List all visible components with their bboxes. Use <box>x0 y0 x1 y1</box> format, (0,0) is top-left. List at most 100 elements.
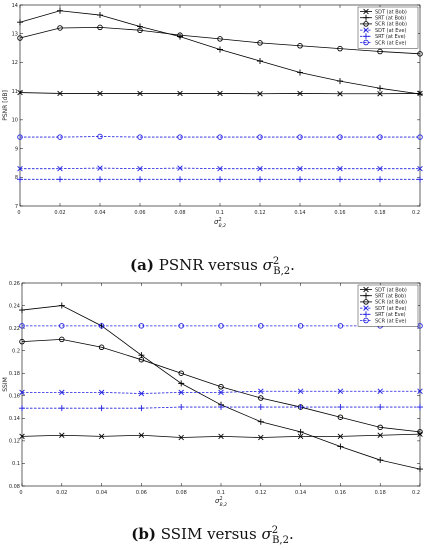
chart2-series-2-point <box>58 302 65 309</box>
chart1-series-2-point <box>417 91 423 98</box>
chart1-series-6-point <box>57 134 63 140</box>
caption-a: (a) PSNR versus σ2B,2. <box>0 256 425 277</box>
chart1-series-6-point <box>257 134 263 140</box>
chart2-series-4-point <box>258 388 264 394</box>
chart2-series-1-point <box>337 433 344 440</box>
caption-b-sym: σ <box>261 525 272 543</box>
chart1-legend-label: SRT (at Bob) <box>375 16 406 22</box>
chart2-xlabel-sym: σ <box>215 497 220 505</box>
chart1-series-4-point <box>217 165 223 172</box>
chart1-xlabel-sub: B,2 <box>219 223 227 229</box>
chart2-series-5-point <box>138 405 145 412</box>
caption-b-sup: 2 <box>271 525 279 536</box>
chart1-series-1-point <box>217 90 223 97</box>
chart1-series-5-point <box>257 176 263 183</box>
chart1-series-4-point <box>137 165 143 172</box>
chart2-ylabel: SSIM <box>2 377 9 392</box>
chart2-series-4-line <box>22 390 420 394</box>
chart2-series-2-point <box>337 443 344 450</box>
chart1-legend-label: SCR (at Bob) <box>375 22 407 28</box>
chart1-series-3-point <box>377 48 383 55</box>
chart1-ytick-label: 11 <box>12 89 18 95</box>
chart2-series-4-point <box>178 389 184 396</box>
caption-a-sup: 2 <box>272 256 280 267</box>
chart1-series-2 <box>17 7 423 98</box>
chart2-series-5-point <box>257 404 264 411</box>
chart1-series-1-point <box>57 90 63 97</box>
chart2-ytick-label: 0.12 <box>9 439 20 445</box>
chart2-series-5-point <box>297 404 304 411</box>
chart1-legend-label: SDT (at Bob) <box>375 9 407 15</box>
chart2-series-1-point <box>377 432 383 438</box>
chart1-series-3-point <box>257 40 263 46</box>
chart2-series-6-point <box>218 323 224 329</box>
chart2-series-5 <box>19 404 423 412</box>
chart2-legend-label: SCR (at Bob) <box>375 300 407 306</box>
chart2-series-6-point <box>138 323 145 329</box>
chart2-xtick-label: 0.08 <box>176 490 187 496</box>
chart2-series-3-point <box>417 429 423 435</box>
chart1-xlabel-sup: 2 <box>218 217 221 223</box>
chart1-legend-marker <box>363 21 369 27</box>
chart1-legend-label: SCR (at Eve) <box>375 40 406 46</box>
chart2-ytick-label: 0.1 <box>12 461 20 467</box>
chart1-series-4-point <box>377 165 383 172</box>
chart1-series-6-point <box>97 133 103 140</box>
chart2-series-5-point <box>178 404 185 411</box>
chart2-series-5-point <box>417 404 423 411</box>
chart1-xtick-label: 0.14 <box>294 210 305 216</box>
chart2-ytick-label: 0.14 <box>9 416 20 422</box>
chart2: 0 0.02 0.04 0.06 0.08 0.1 0.12 0.14 0.16 0.18 0.20… <box>2 281 423 508</box>
chart2-series-3-point <box>98 344 105 351</box>
chart1-series-6-point <box>377 134 383 140</box>
chart2-series-4-point <box>337 388 344 394</box>
chart2-series-4-point <box>377 388 383 394</box>
chart1-xtick-label: 0.08 <box>174 210 185 216</box>
chart2-legend-label: SDT (at Bob) <box>375 287 407 293</box>
chart2-series-3-line <box>21 338 421 433</box>
chart1-series-4-point <box>337 165 343 172</box>
chart2-xtick-label: 0 <box>19 490 22 496</box>
chart1-series-1 <box>17 89 423 97</box>
chart1-series-4-point <box>57 165 63 172</box>
chart1-series-3 <box>17 24 423 57</box>
chart2-xtick-label: 0.14 <box>295 490 306 496</box>
chart1-series-3-point <box>57 25 63 31</box>
chart1-series-6-line <box>20 136 420 138</box>
chart1-ytick-label: 13 <box>12 32 18 38</box>
chart1-series-2-point <box>217 46 223 53</box>
chart1-xtick-label: 0.16 <box>334 210 345 216</box>
chart1-xtick-label: 0.12 <box>254 210 265 216</box>
chart1-series-1-point <box>97 90 103 97</box>
chart2-series-2-point <box>178 380 185 387</box>
chart1-legend-marker <box>363 27 369 33</box>
chart2-series-1-point <box>178 434 184 441</box>
chart1-series-5-point <box>137 176 143 183</box>
caption-b-tag: (b) <box>131 525 156 543</box>
chart2-series-2-point <box>377 457 384 464</box>
chart2-legend-marker <box>363 311 369 318</box>
chart1-series-3-point <box>97 24 103 31</box>
chart2-series-6-point <box>19 323 25 329</box>
chart2-series-3-point <box>337 414 344 420</box>
chart1-legend-marker <box>363 14 369 21</box>
chart1-ylabel: PSNR [dB] <box>2 90 9 121</box>
chart2-series-3-point <box>138 356 145 363</box>
chart2-series-1-point <box>138 432 145 438</box>
chart2-legend-label: SRT (at Bob) <box>375 294 406 300</box>
chart1-series-5-point <box>217 176 223 183</box>
chart1-series-1-point <box>257 91 263 97</box>
chart1-series-2-point <box>137 23 143 30</box>
chart1-series-3-point <box>417 51 423 57</box>
caption-a-tag: (a) <box>130 256 154 274</box>
chart2-series-3-point <box>258 395 264 401</box>
chart1-series-6 <box>17 133 423 140</box>
chart2-series-3-point <box>19 338 25 345</box>
chart1-xtick-label: 0 <box>17 210 20 216</box>
chart2-series-5-point <box>58 405 65 412</box>
chart1-xlabel-sym: σ <box>214 218 219 226</box>
chart2-series-5-line <box>22 406 420 409</box>
caption-a-text: PSNR versus <box>158 256 258 274</box>
chart1-series-6-point <box>417 134 423 140</box>
chart2-ytick-label: 0.26 <box>9 281 20 287</box>
